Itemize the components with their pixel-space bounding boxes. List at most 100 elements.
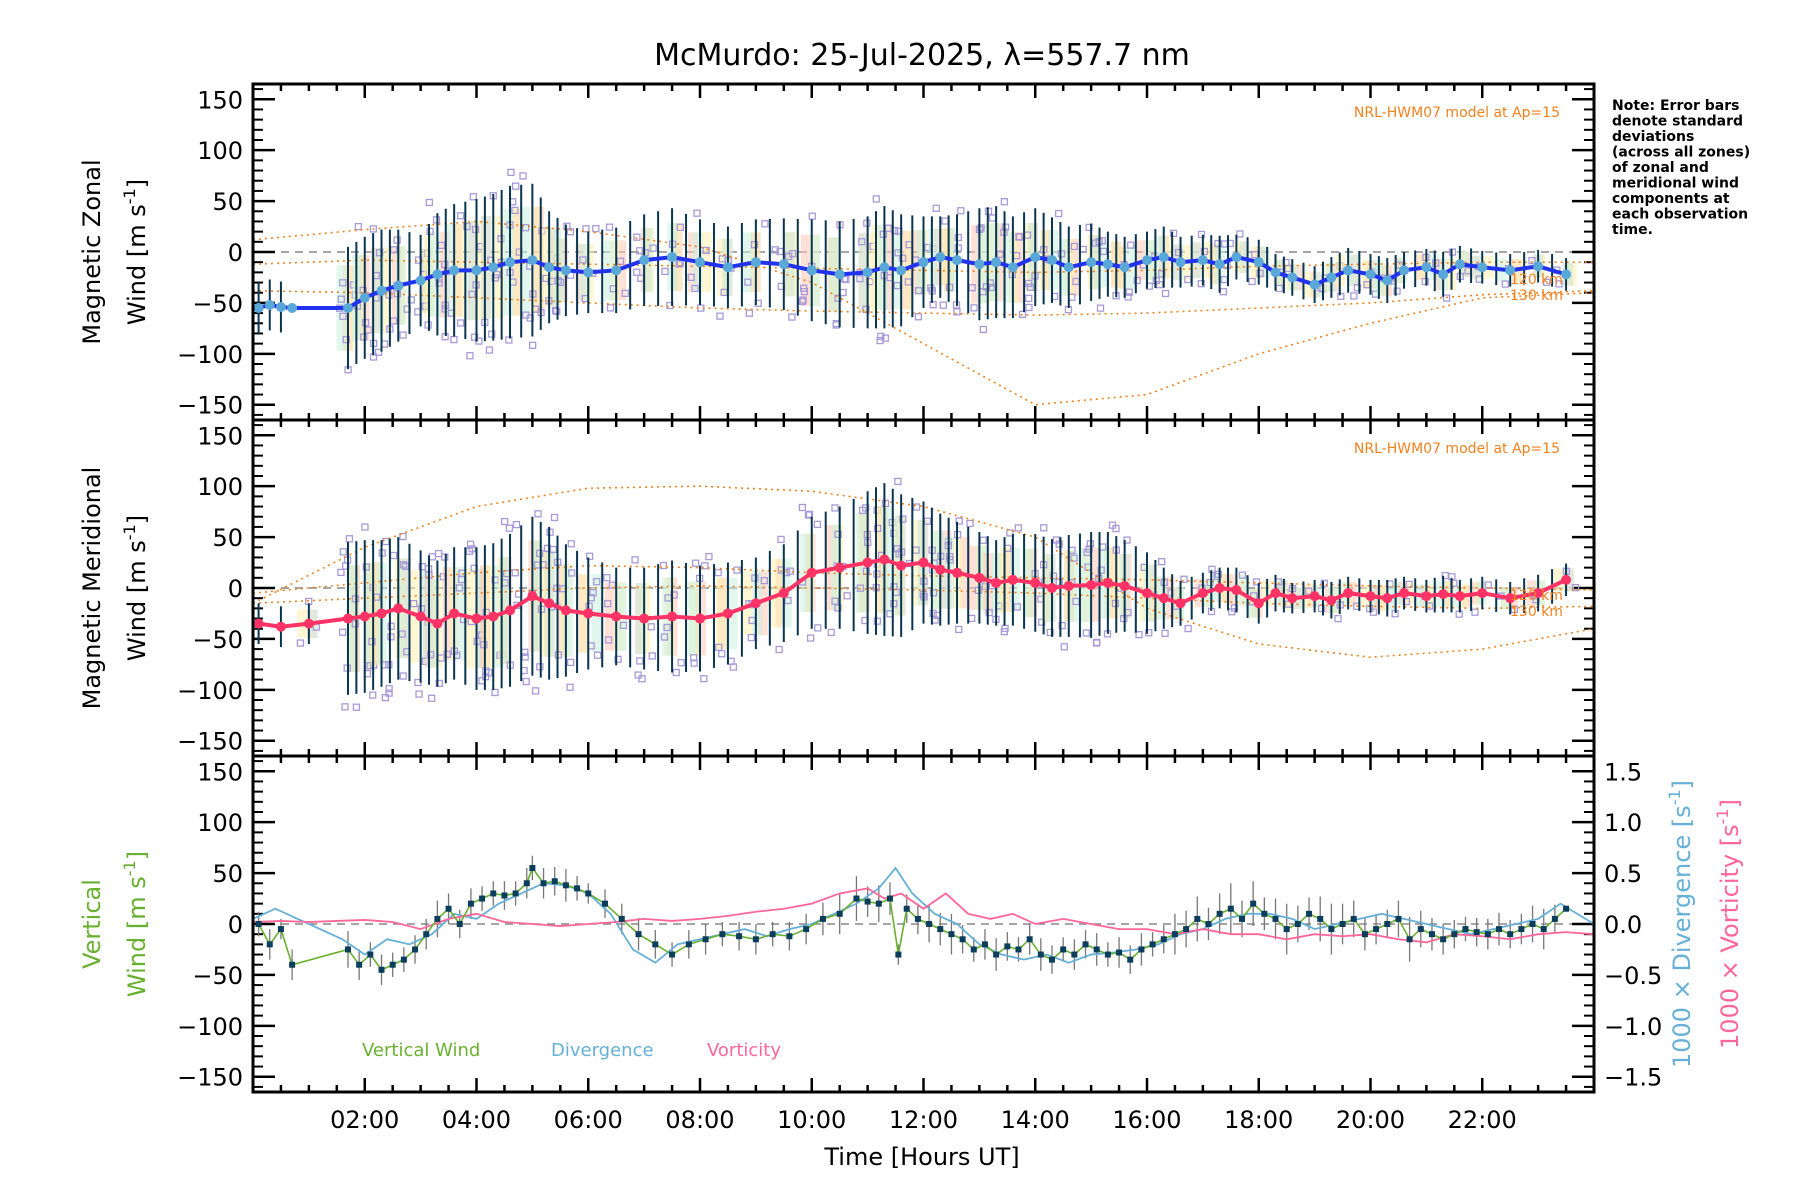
mean-wind-point	[695, 257, 705, 268]
zone-scatter-point	[385, 661, 393, 669]
zone-scatter-point	[1096, 304, 1105, 312]
zone-scatter-point	[877, 332, 885, 340]
note-line: deviations	[1612, 129, 1694, 145]
mean-wind-point	[974, 259, 985, 270]
zone-scatter-point	[687, 273, 695, 282]
x-axis-ticks: 02:00 04:00 06:00 08:00 10:00 12:00 14:00 16:00…	[251, 84, 1596, 1134]
x-tick-label: 04:00	[442, 1106, 511, 1134]
zone-scatter-point	[690, 659, 698, 667]
zone-scatter-point	[1219, 288, 1228, 296]
mean-wind-point	[560, 605, 571, 616]
zone-scatter-point	[1571, 583, 1580, 592]
zone-scatter-point	[480, 641, 488, 649]
zone-scatter-point	[649, 244, 657, 252]
mean-wind-point	[918, 557, 929, 568]
mean-wind-point	[1175, 598, 1186, 609]
zone-scatter-point	[434, 549, 443, 558]
mean-wind-point	[1047, 583, 1058, 593]
zone-scatter-point	[1133, 276, 1141, 285]
mean-wind-point	[1007, 262, 1018, 273]
mean-wind-point	[1505, 593, 1516, 604]
zone-scatter-point	[1070, 554, 1078, 562]
mean-wind-point	[1030, 577, 1041, 588]
zone-scatter-point	[636, 657, 644, 665]
zone-scatter-point	[551, 306, 560, 315]
zone-scatter-point	[393, 236, 401, 244]
mean-wind-point	[1142, 588, 1152, 599]
zone-scatter-point	[1026, 283, 1035, 291]
zone-scatter-point	[399, 561, 408, 569]
zone-density-band	[1553, 568, 1564, 592]
zone-scatter-point	[568, 569, 576, 577]
zone-scatter-point	[399, 532, 407, 541]
vertical-wind-point	[602, 900, 609, 907]
zone-scatter-point	[1405, 580, 1413, 588]
mean-wind-point	[1086, 579, 1097, 590]
vertical-wind-point	[456, 921, 463, 927]
zone-scatter-point	[672, 668, 680, 677]
mean-wind-point	[449, 265, 460, 276]
zone-scatter-point	[604, 636, 613, 644]
mean-wind-point	[527, 591, 538, 602]
mean-wind-point	[1365, 591, 1376, 602]
vertical-wind-point	[635, 931, 642, 938]
zonal-wind-panel: 150 100 50 0 −50 −100 −150 Magnetic Zonal Wind […	[78, 86, 1595, 420]
zone-scatter-point	[693, 209, 701, 217]
zone-scatter-point	[1284, 264, 1292, 273]
zone-scatter-point	[511, 182, 520, 190]
zone-scatter-point	[771, 246, 779, 254]
vertical-wind-point	[1093, 946, 1100, 953]
zone-scatter-point	[369, 691, 377, 699]
zone-scatter-point	[718, 255, 727, 263]
mean-wind-point	[415, 611, 426, 622]
zone-scatter-point	[389, 551, 398, 560]
zone-scatter-point	[806, 634, 815, 642]
y-tick-label: 150	[197, 758, 243, 786]
zone-scatter-point	[567, 658, 575, 667]
zone-scatter-point	[1013, 603, 1022, 611]
zone-scatter-point	[633, 233, 641, 241]
zone-scatter-point	[881, 334, 890, 342]
zone-scatter-point	[1510, 605, 1518, 614]
mean-wind-point	[935, 252, 946, 263]
zone-scatter-point	[691, 284, 699, 293]
zone-scatter-point	[856, 274, 864, 283]
y-axis-label-line1: Magnetic Zonal	[78, 159, 106, 344]
zone-scatter-point	[428, 553, 437, 561]
zone-scatter-point	[873, 524, 882, 533]
mean-wind-line	[258, 254, 1567, 310]
zone-scatter-point	[1174, 248, 1183, 257]
zone-scatter-point	[968, 614, 976, 623]
zone-scatter-point	[519, 172, 527, 180]
vertical-wind-point	[344, 946, 351, 953]
zone-scatter-point	[1180, 575, 1188, 583]
zone-scatter-point	[873, 617, 881, 625]
zone-scatter-point	[1001, 223, 1010, 231]
zone-scatter-point	[676, 223, 684, 231]
zone-scatter-point	[360, 333, 368, 341]
vertical-wind-point	[1417, 926, 1424, 933]
zone-density-band	[742, 571, 753, 636]
vertical-wind-point	[266, 941, 273, 948]
y-tick-label: 50	[212, 188, 243, 216]
mean-wind-point	[1063, 262, 1074, 273]
vertical-wind-point	[289, 961, 296, 968]
zone-scatter-point	[582, 225, 590, 233]
zone-scatter-point	[912, 503, 921, 511]
mean-wind-point	[488, 611, 499, 622]
mean-wind-point	[935, 564, 946, 575]
vertical-wind-point	[255, 921, 262, 927]
vertical-wind-point	[981, 941, 988, 948]
zone-scatter-point	[1184, 624, 1192, 633]
mean-wind-point	[1477, 262, 1488, 273]
zone-scatter-point	[1018, 310, 1027, 319]
mean-wind-point	[471, 613, 482, 624]
zone-scatter-point	[619, 621, 628, 629]
zone-scatter-point	[777, 535, 785, 544]
zone-scatter-point	[566, 228, 575, 236]
mean-wind-point	[722, 608, 733, 619]
x-tick-label: 20:00	[1336, 1106, 1405, 1134]
mean-wind-point	[1175, 257, 1186, 268]
vertical-wind-line	[257, 866, 1567, 971]
